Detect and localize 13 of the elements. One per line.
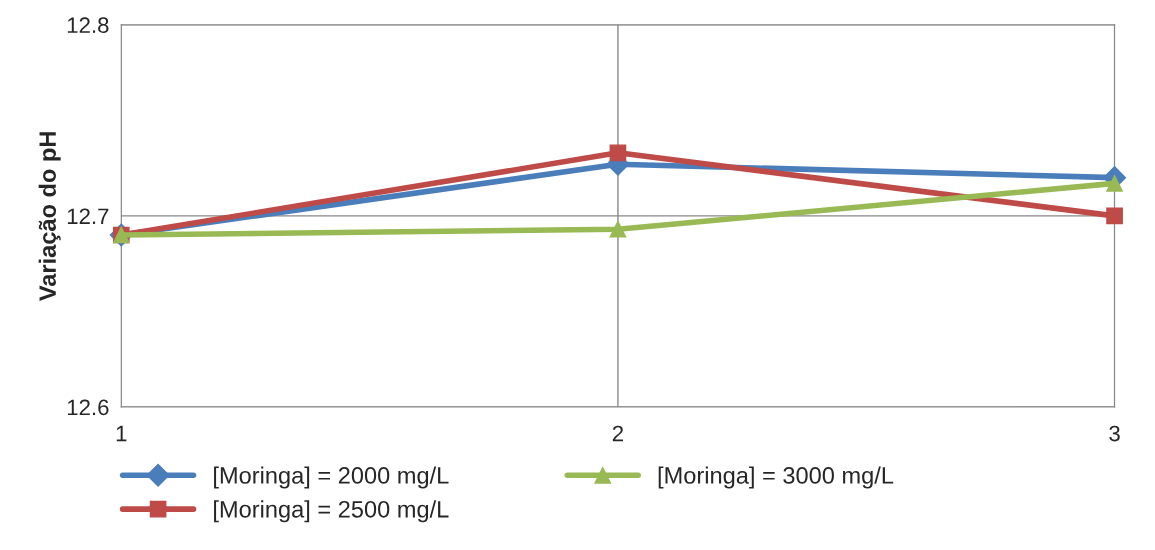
x-tick-label: 2 (612, 425, 623, 442)
point (609, 144, 627, 162)
point (1106, 207, 1123, 225)
y-tick-label: 12.6 (67, 399, 109, 416)
legend-label: [Moringa] = 3000 mg/L (658, 466, 894, 489)
legend-label: [Moringa] = 2000 mg/L (214, 466, 449, 489)
y-axis-title: Variação do pH (38, 132, 61, 301)
legend-label: [Moringa] = 2500 mg/L (214, 500, 449, 523)
x-tick-label: 3 (1109, 425, 1120, 442)
y-tick-label: 12.7 (67, 208, 109, 224)
x-tick-label: 1 (116, 425, 127, 442)
point (609, 220, 627, 238)
y-tick-label: 12.8 (67, 17, 109, 34)
